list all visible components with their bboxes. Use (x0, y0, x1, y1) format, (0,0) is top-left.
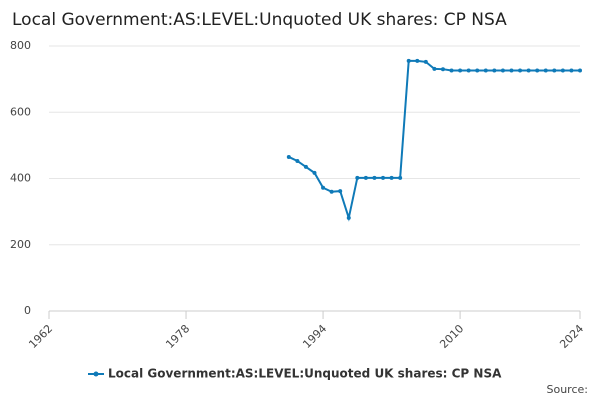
point (449, 68, 454, 73)
y-tick-label: 200 (10, 238, 31, 251)
point (355, 175, 360, 180)
point (346, 215, 351, 220)
source: Source: (547, 383, 589, 396)
point (518, 68, 523, 73)
y-tick-label: 400 (10, 172, 31, 185)
point (483, 68, 488, 73)
x-tick-label: 2010 (437, 322, 466, 351)
point (286, 154, 291, 159)
point (500, 68, 505, 73)
point (578, 68, 582, 73)
point (312, 170, 317, 175)
point (552, 68, 557, 73)
point (569, 68, 574, 73)
x-tick-label: 2024 (557, 322, 586, 351)
point (415, 58, 420, 63)
point (303, 164, 308, 169)
x-tick-label: 1962 (26, 322, 55, 351)
point (475, 68, 480, 73)
legend-marker (93, 371, 99, 377)
y-tick-label: 0 (24, 304, 31, 317)
point (458, 68, 463, 73)
point (423, 59, 428, 64)
point (432, 66, 437, 71)
point (321, 185, 326, 190)
point (492, 68, 497, 73)
point (329, 189, 334, 194)
legend-label: Local Government:AS:LEVEL:Unquoted UK sh… (108, 367, 502, 381)
point (389, 175, 394, 180)
point (406, 58, 411, 63)
x-tick-label: 1994 (300, 322, 329, 351)
point (398, 175, 403, 180)
y-tick-label: 800 (10, 39, 31, 52)
line (288, 59, 580, 222)
point (543, 68, 548, 73)
point (560, 68, 565, 73)
point (535, 68, 540, 73)
point (338, 189, 343, 194)
point (363, 175, 368, 180)
x-tick-label: 1978 (163, 322, 192, 351)
point (526, 68, 531, 73)
chart-title: Local Government:AS:LEVEL:Unquoted UK sh… (12, 10, 507, 30)
point (466, 68, 471, 73)
point (295, 158, 300, 163)
point (440, 67, 445, 72)
y-tick-label: 600 (10, 105, 31, 118)
point (372, 175, 377, 180)
point (381, 175, 386, 180)
point (509, 68, 514, 73)
